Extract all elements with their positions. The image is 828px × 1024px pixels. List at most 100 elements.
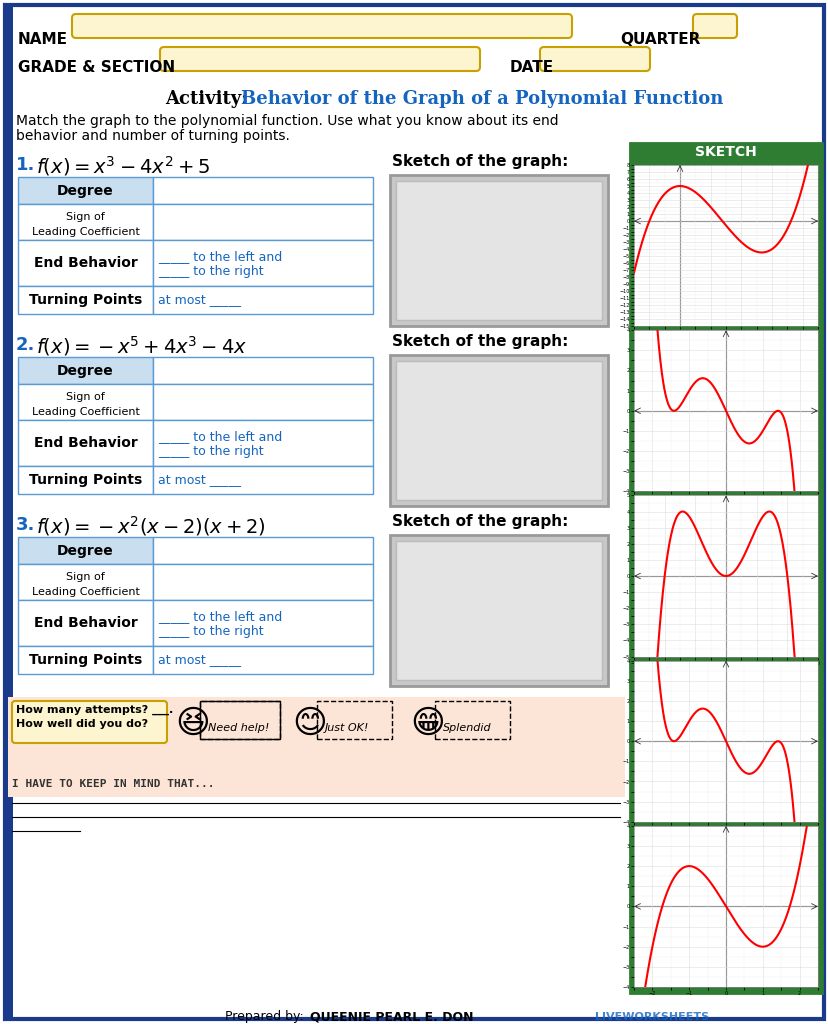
Text: Leading Coefficient: Leading Coefficient [31,587,139,597]
Text: _____ to the right: _____ to the right [158,445,263,459]
Text: End Behavior: End Behavior [34,616,137,630]
Bar [435,701,509,739]
Text: Sketch of the graph:: Sketch of the graph: [392,514,568,529]
FancyBboxPatch shape [160,47,479,71]
Text: Degree: Degree [57,544,113,557]
Text: at most _____: at most _____ [158,653,241,667]
Bar [389,355,607,506]
Bar [18,564,153,600]
Bar [316,701,392,739]
Text: _____ to the right: _____ to the right [158,626,263,639]
Text: 3.: 3. [16,516,36,534]
Bar [629,143,821,993]
Bar [153,600,373,646]
Text: 2.: 2. [16,336,36,354]
FancyBboxPatch shape [692,14,736,38]
Text: QUEENIE PEARL E. DON: QUEENIE PEARL E. DON [310,1010,473,1023]
Text: Leading Coefficient: Leading Coefficient [31,227,139,237]
Text: $f(x) = -x^5 + 4x^3 - 4x$: $f(x) = -x^5 + 4x^3 - 4x$ [36,334,247,358]
Bar [18,204,153,240]
Text: Degree: Degree [57,364,113,378]
Text: Match the graph to the polynomial function. Use what you know about its end: Match the graph to the polynomial functi… [16,114,558,128]
Bar [153,384,373,420]
Bar [389,535,607,686]
Bar [8,697,624,777]
Text: NAME: NAME [18,32,68,47]
FancyBboxPatch shape [539,47,649,71]
Text: at most _____: at most _____ [158,473,241,486]
Bar [18,420,153,466]
Text: Activity:: Activity: [165,90,254,108]
Bar [153,420,373,466]
Text: behavior and number of turning points.: behavior and number of turning points. [16,129,290,143]
Text: _____ to the right: _____ to the right [158,265,263,279]
Text: 😆: 😆 [175,707,209,740]
Bar [153,466,373,494]
FancyBboxPatch shape [72,14,571,38]
Bar [5,5,13,1019]
Bar [8,777,624,797]
Text: GRADE & SECTION: GRADE & SECTION [18,60,175,75]
Bar [389,175,607,326]
Text: SKETCH: SKETCH [695,145,756,159]
Text: Turning Points: Turning Points [29,653,142,667]
Text: DATE: DATE [509,60,553,75]
Bar [200,701,280,739]
Text: Leading Coefficient: Leading Coefficient [31,407,139,417]
Bar [200,701,280,739]
Bar [153,286,373,314]
Text: 😁: 😁 [410,707,444,740]
Bar [153,357,373,384]
Bar [18,384,153,420]
Text: Need help!: Need help! [208,723,269,733]
Bar [18,357,153,384]
Text: Behavior of the Graph of a Polynomial Function: Behavior of the Graph of a Polynomial Fu… [241,90,723,108]
Bar [18,286,153,314]
Text: Turning Points: Turning Points [29,293,142,307]
Text: QUARTER: QUARTER [619,32,700,47]
FancyBboxPatch shape [12,701,166,743]
Text: Prepared by:: Prepared by: [224,1010,311,1023]
Text: _____ to the left and: _____ to the left and [158,251,282,263]
Text: Turning Points: Turning Points [29,473,142,487]
Bar [396,361,601,500]
Text: _____ to the left and: _____ to the left and [158,430,282,443]
Text: Sketch of the graph:: Sketch of the graph: [392,334,568,349]
Bar [18,177,153,204]
Text: End Behavior: End Behavior [34,256,137,270]
Bar [153,537,373,564]
Bar [153,646,373,674]
Bar [316,701,392,739]
Text: End Behavior: End Behavior [34,436,137,450]
Text: How many attempts? ___.: How many attempts? ___. [16,705,173,716]
Bar [153,204,373,240]
Bar [18,466,153,494]
Text: Sign of: Sign of [66,392,105,402]
Bar [396,181,601,319]
Text: I HAVE TO KEEP IN MIND THAT...: I HAVE TO KEEP IN MIND THAT... [12,779,214,790]
Text: Splendid: Splendid [442,723,491,733]
Text: _____ to the left and: _____ to the left and [158,610,282,624]
Text: LIVEWORKSHEETS: LIVEWORKSHEETS [595,1012,708,1022]
Text: How well did you do?: How well did you do? [16,719,148,729]
Text: $f(x) = x^3 - 4x^2 + 5$: $f(x) = x^3 - 4x^2 + 5$ [36,154,209,178]
Text: Sign of: Sign of [66,572,105,582]
Text: at most _____: at most _____ [158,294,241,306]
Bar [435,701,509,739]
Text: 😊: 😊 [291,707,326,740]
Text: Degree: Degree [57,183,113,198]
Text: Just OK!: Just OK! [325,723,369,733]
Bar [629,143,821,165]
Bar [396,541,601,680]
Bar [18,646,153,674]
Bar [18,537,153,564]
Bar [18,240,153,286]
Bar [18,600,153,646]
Text: 1.: 1. [16,156,36,174]
Bar [153,240,373,286]
Text: Sign of: Sign of [66,212,105,222]
Text: $f(x) = -x^2(x-2)(x+2)$: $f(x) = -x^2(x-2)(x+2)$ [36,514,266,538]
Bar [153,564,373,600]
Bar [153,177,373,204]
Text: Sketch of the graph:: Sketch of the graph: [392,154,568,169]
